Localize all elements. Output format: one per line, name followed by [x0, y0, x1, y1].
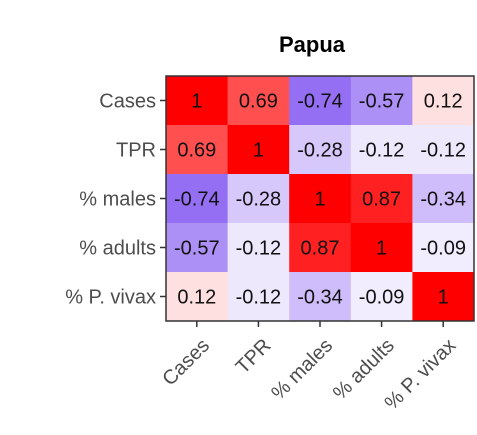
panel-border [165, 75, 475, 322]
heatmap-cell [289, 223, 352, 273]
cell-value-label: 1 [376, 238, 387, 260]
cell-value-label: -0.12 [420, 140, 466, 162]
cell-value-label: 1 [253, 140, 264, 162]
heatmap-cell [227, 125, 290, 175]
cell-value-label: -0.09 [359, 287, 405, 309]
cell-value-label: 1 [438, 287, 449, 309]
heatmap-cell [166, 76, 229, 126]
heatmap-cell [412, 223, 475, 273]
heatmap-cell [412, 76, 475, 126]
heatmap-cells [166, 76, 475, 322]
x-tick-label: Cases [158, 335, 214, 391]
cell-value-label: 0.87 [301, 238, 340, 260]
heatmap-cell [166, 125, 229, 175]
cell-value-label: -0.12 [359, 140, 405, 162]
heatmap-cell [166, 223, 229, 273]
x-axis: Cases TPR% males% adults% P. vivax [158, 321, 460, 414]
heatmap-cell [350, 76, 413, 126]
cell-value-label: 0.69 [177, 140, 216, 162]
heatmap-cell [350, 223, 413, 273]
heatmap-cell [227, 76, 290, 126]
heatmap-cell [412, 125, 475, 175]
cell-value-label: -0.28 [297, 140, 343, 162]
cell-value-label: -0.57 [359, 91, 405, 113]
heatmap-cell [350, 125, 413, 175]
cell-value-label: -0.09 [420, 238, 466, 260]
cell-value-label: 1 [314, 189, 325, 211]
heatmap-cell [289, 125, 352, 175]
cell-value-label: -0.34 [297, 287, 343, 309]
cell-value-label: -0.74 [174, 189, 220, 211]
heatmap-cell [227, 223, 290, 273]
heatmap-cell [166, 272, 229, 322]
cell-value-label: 0.12 [177, 287, 216, 309]
y-axis: Cases TPR % males % adults % P. vivax [65, 91, 166, 309]
heatmap-cell [166, 174, 229, 224]
cell-value-label: -0.12 [236, 238, 282, 260]
heatmap-cell [289, 272, 352, 322]
heatmap-cell [289, 76, 352, 126]
heatmap-cell [227, 174, 290, 224]
x-tick-label: % males [267, 335, 337, 405]
chart-title: Papua [279, 32, 346, 57]
y-tick-label: % P. vivax [65, 287, 156, 309]
heatmap-cell-labels: 1 0.69 -0.74 -0.57 0.120.69 1 -0.28 -0.12 -0.12-… [174, 91, 466, 309]
heatmap-cell [412, 272, 475, 322]
cell-value-label: -0.34 [420, 189, 466, 211]
cell-value-label: 0.87 [362, 189, 401, 211]
heatmap-cell [412, 174, 475, 224]
cell-value-label: 0.69 [239, 91, 278, 113]
cell-value-label: -0.28 [236, 189, 282, 211]
cell-value-label: -0.12 [236, 287, 282, 309]
cell-value-label: 1 [191, 91, 202, 113]
heatmap-cell [289, 174, 352, 224]
cell-value-label: 0.12 [424, 91, 463, 113]
heatmap-cell [350, 174, 413, 224]
y-tick-label: % adults [79, 238, 156, 260]
cell-value-label: -0.74 [297, 91, 343, 113]
y-tick-label: % males [79, 189, 156, 211]
heatmap-cell [227, 272, 290, 322]
y-tick-label: Cases [99, 91, 156, 113]
x-tick-label: TPR [232, 335, 276, 379]
heatmap-cell [350, 272, 413, 322]
y-tick-label: TPR [116, 140, 156, 162]
cell-value-label: -0.57 [174, 238, 220, 260]
